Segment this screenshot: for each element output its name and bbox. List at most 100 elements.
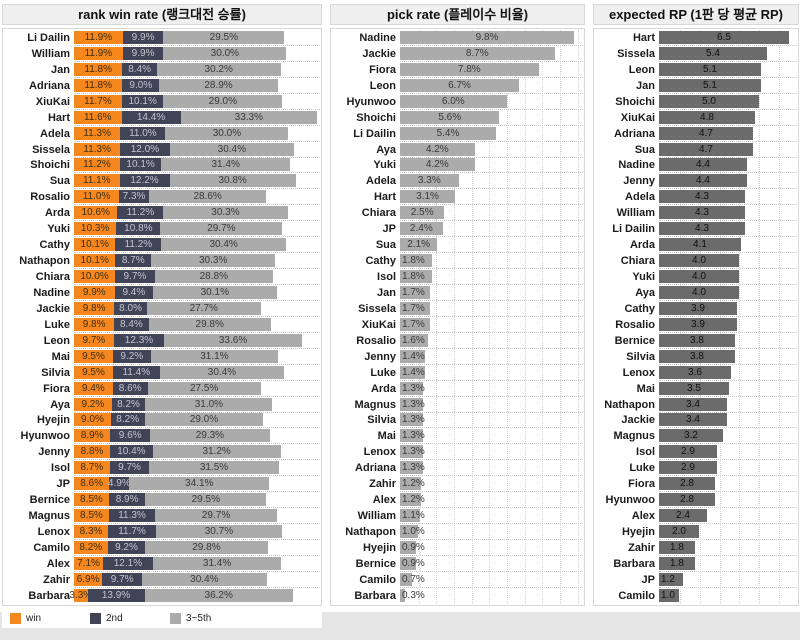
bar-row: Aya 4.0 (595, 285, 797, 301)
bar-segment-3-5th: 29.7% (160, 222, 283, 236)
value-label: 9.2% (115, 541, 138, 553)
bar-track: 4.7 (659, 126, 797, 142)
bar-row: Shoichi 5.6% (332, 110, 583, 126)
bar-track: 2.9 (659, 444, 797, 461)
category-label: Barbara (613, 557, 655, 570)
bar-segment-win: 10.1% (74, 254, 116, 268)
bar-segment-2nd: 14.4% (121, 110, 181, 124)
bar-segment-2nd: 8.2% (111, 397, 146, 411)
bar-track: 3.2 (659, 428, 797, 445)
bar-segment-win: 11.7% (74, 94, 122, 108)
bar-row: Nadine 9.8% (332, 30, 583, 46)
bar: 5.1 (659, 62, 761, 76)
bar-track: 11.1% 12.2% 30.8% (74, 173, 320, 190)
category-label: Leon (43, 334, 70, 347)
value-label: 6.9% (76, 573, 100, 585)
bar-segment-win: 9.7% (74, 333, 114, 347)
value-label: 30.3% (211, 207, 240, 219)
bar-track: 4.8 (659, 110, 797, 126)
value-label: 1.4% (402, 350, 425, 362)
value-label: 11.9% (84, 31, 113, 43)
bar-track: 11.8% 9.0% 28.9% (74, 78, 320, 94)
bar-row: JP 1.2 (595, 572, 797, 588)
bar-track: 1.2% (400, 476, 583, 493)
category-label: Arda (370, 382, 396, 395)
bar-track: 3.8 (659, 333, 797, 349)
value-label: 12.3% (124, 334, 154, 346)
bar: 1.3% (400, 413, 425, 427)
bar-track: 8.5% 11.3% 29.7% (74, 508, 320, 525)
bar-track: 0.9% (400, 556, 583, 572)
bar: 2.9 (659, 461, 717, 475)
bar-track: 10.6% 11.2% 30.3% (74, 205, 320, 222)
bar-segment-win: 11.6% (74, 110, 122, 124)
bar-track: 4.2% (400, 158, 583, 174)
category-label: Rosalio (356, 334, 396, 347)
bar-row: Shoichi 11.2% 10.1% 31.4% (4, 158, 320, 174)
value-label: 29.5% (209, 31, 238, 43)
bar: 3.6 (659, 365, 731, 379)
gridline (471, 30, 473, 604)
bar-track: 1.3% (400, 444, 583, 461)
category-label: Leon (369, 79, 396, 92)
category-label: Silvia (626, 350, 655, 363)
category-label: Nathapon (604, 398, 655, 411)
value-label: 5.0 (702, 95, 716, 107)
value-label: 11.0% (82, 191, 111, 203)
bar-segment-2nd: 12.2% (119, 174, 170, 188)
bar-track: 2.9 (659, 460, 797, 477)
category-label: Bernice (29, 494, 70, 507)
bar-segment-win: 9.0% (74, 413, 111, 427)
bar: 2.1% (400, 238, 438, 252)
bar-row: Mai 3.5 (595, 381, 797, 397)
bar: 6.5 (659, 30, 789, 44)
value-label: 11.7% (84, 95, 112, 107)
chart-panels: rank win rate (랭크대전 승률) Li Dailin 11.9% 9.… (2, 4, 799, 628)
value-label: 1.2% (402, 494, 425, 506)
bar-row: Adriana 4.7 (595, 126, 797, 142)
value-label: 1.3% (402, 430, 425, 442)
bar-track: 11.3% 11.0% 30.0% (74, 126, 320, 142)
bar-row: Cathy 1.8% (332, 253, 583, 270)
value-label: 30.2% (204, 63, 233, 75)
bar-segment-2nd: 8.6% (112, 381, 148, 395)
expected-rp-panel: expected RP (1판 당 평균 RP) Hart 6.5 Sissela 5… (593, 4, 799, 628)
bar-segment-3-5th: 34.1% (129, 477, 270, 491)
bar-segment-3-5th: 28.9% (159, 78, 278, 92)
bar-row: Camilo 1.0 (595, 588, 797, 604)
value-label: 12.2% (130, 175, 159, 187)
bar-row: Nadine 9.9% 9.4% 30.1% (4, 285, 320, 301)
value-label: 4.4 (696, 175, 710, 187)
bar-segment-3-5th: 33.6% (164, 333, 302, 347)
bar: 1.7% (400, 285, 431, 299)
bar-track: 4.0 (659, 285, 797, 301)
bar-segment-3-5th: 30.2% (156, 62, 281, 76)
bar-track: 9.8% 8.0% 27.7% (74, 301, 320, 317)
bar-row: Hyejin 2.0 (595, 524, 797, 540)
value-label: 31.5% (199, 462, 229, 474)
bar: 4.8 (659, 110, 755, 124)
bar-track: 3.6 (659, 365, 797, 381)
bar-row: Hyunwoo 6.0% (332, 94, 583, 110)
value-label: 13.9% (101, 590, 131, 602)
bar: 4.7 (659, 142, 753, 156)
value-label: 9.9% (131, 47, 155, 59)
value-label: 29.0% (208, 95, 237, 107)
category-label: Barbara (28, 589, 70, 602)
bar: 3.1% (400, 190, 456, 204)
value-label: 5.1 (703, 63, 717, 75)
bar-track: 1.3% (400, 460, 583, 477)
category-label: Sissela (32, 143, 70, 156)
bar-track: 9.9% 9.4% 30.1% (74, 285, 320, 301)
gridline (507, 30, 509, 604)
value-label: 11.2% (124, 239, 153, 251)
bar-row: XiuKai 4.8 (595, 110, 797, 126)
bar-track: 4.3 (659, 189, 797, 206)
bar-row: Rosalio 1.6% (332, 333, 583, 349)
bar: 1.3% (400, 381, 425, 395)
bar-row: Yuki 4.0 (595, 269, 797, 285)
bar-row: Yuki 4.2% (332, 158, 583, 174)
bar-track: 11.0% 7.3% 28.6% (74, 189, 320, 206)
category-label: Shoichi (615, 95, 655, 108)
bar-row: Sissela 11.3% 12.0% 30.4% (4, 142, 320, 158)
